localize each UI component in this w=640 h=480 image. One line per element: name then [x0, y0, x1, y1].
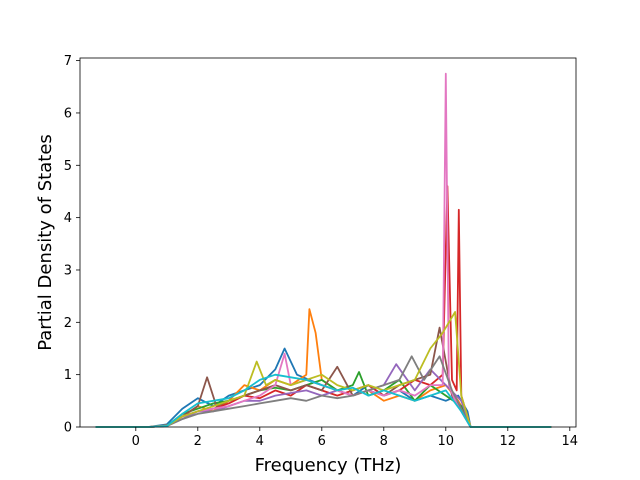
- y-tick-label: 1: [64, 368, 72, 383]
- x-tick-label: 8: [380, 434, 388, 449]
- series-line-2: [95, 308, 552, 428]
- series-line-3: [95, 371, 552, 428]
- x-tick-label: 4: [256, 434, 264, 449]
- y-tick-label: 5: [64, 159, 72, 174]
- x-axis-ticks: 0 2 4 6 8 10 12 14: [132, 427, 578, 449]
- y-tick-label: 7: [64, 54, 72, 69]
- series-lines: [95, 72, 552, 428]
- series-line-8: [95, 355, 552, 428]
- series-line-4: [95, 185, 552, 428]
- x-tick-label: 0: [132, 434, 140, 449]
- y-axis-ticks: 0 1 2 3 4 5 6 7: [64, 54, 80, 436]
- y-axis-label: Partial Density of States: [35, 134, 56, 351]
- x-axis-label: Frequency (THz): [255, 455, 402, 476]
- y-tick-label: 2: [64, 316, 72, 331]
- x-tick-label: 14: [562, 434, 579, 449]
- series-line-6: [95, 326, 552, 428]
- x-tick-label: 6: [318, 434, 326, 449]
- series-line-9: [95, 310, 552, 428]
- x-tick-label: 2: [194, 434, 202, 449]
- series-line-10: [95, 373, 552, 428]
- x-tick-label: 12: [500, 434, 517, 449]
- y-tick-label: 0: [64, 421, 72, 436]
- y-tick-label: 3: [64, 263, 72, 278]
- y-tick-label: 4: [64, 211, 72, 226]
- series-line-7: [95, 72, 552, 428]
- plot-frame: [79, 57, 577, 428]
- x-tick-label: 10: [438, 434, 455, 449]
- y-tick-label: 6: [64, 106, 72, 121]
